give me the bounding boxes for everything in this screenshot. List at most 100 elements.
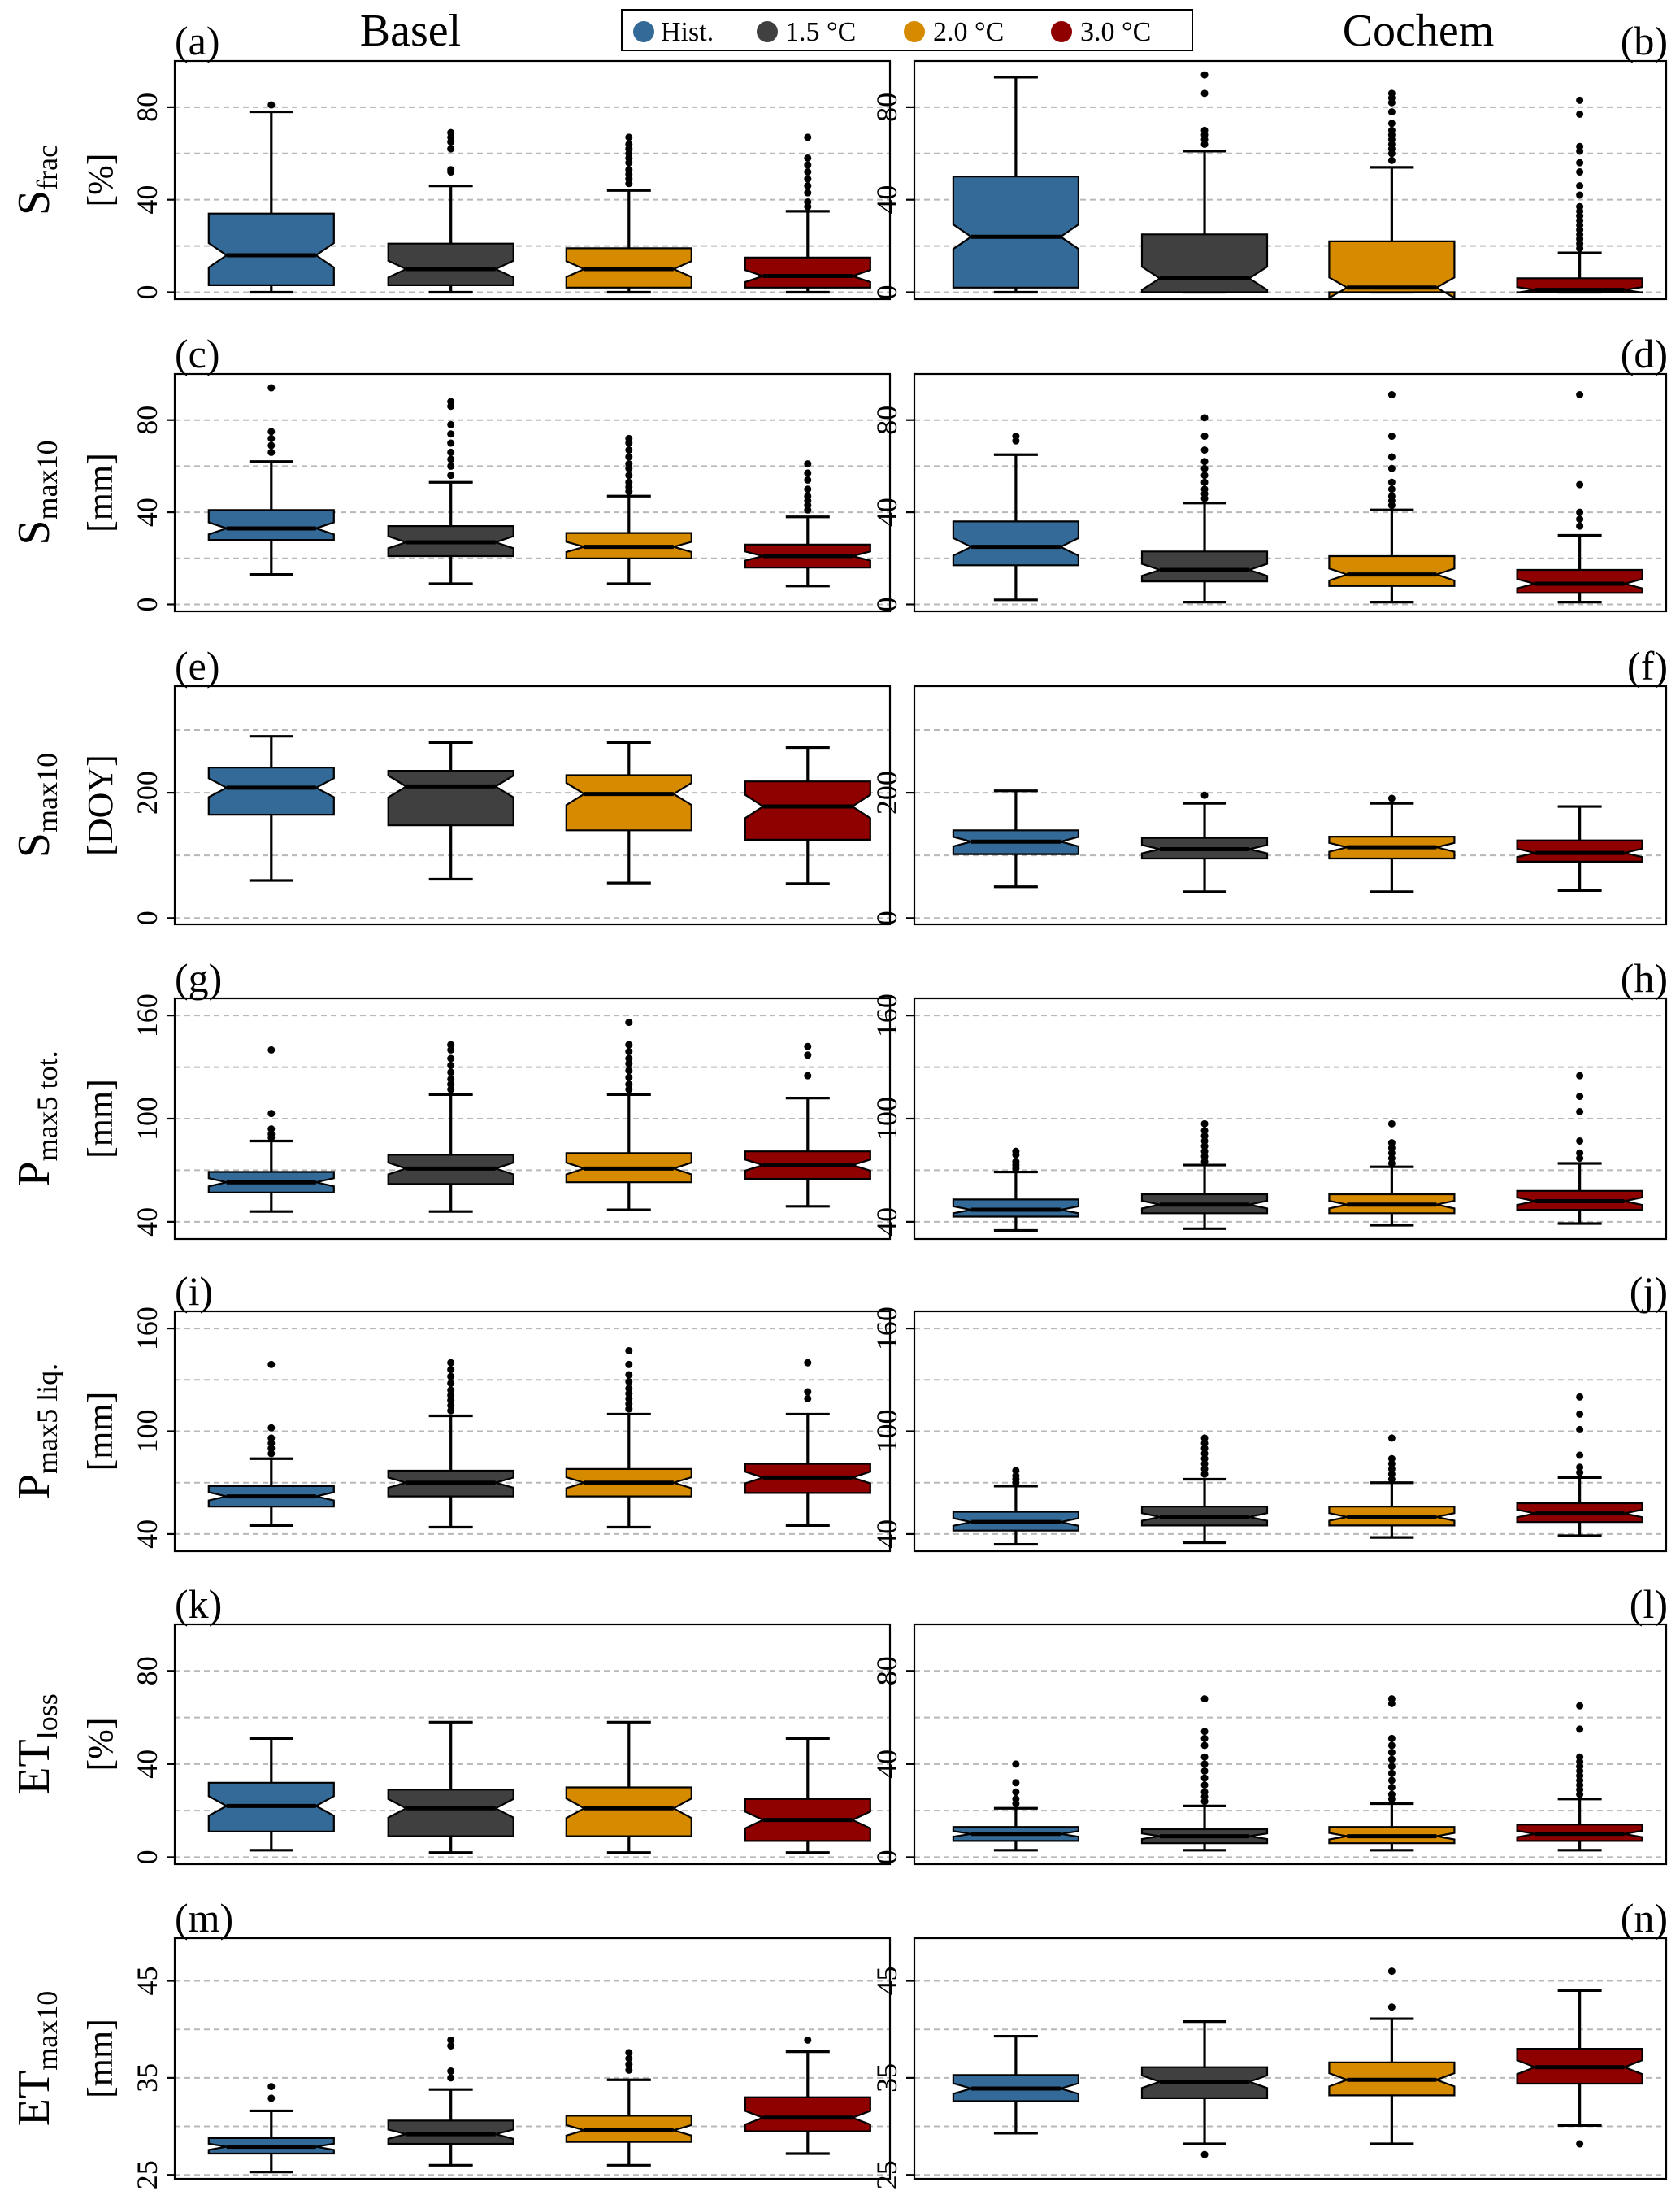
outlier-point [1200,433,1209,441]
outlier-point [447,455,455,463]
outlier-point [1387,126,1396,134]
outlier-point [1387,120,1396,128]
outlier-point [1387,1470,1396,1478]
outlier-point [1200,1767,1209,1775]
y-tick-label: 40 [870,185,903,215]
outlier-point [1200,1434,1209,1442]
y-unit-label: [mm] [80,1079,120,1159]
box-hist [207,384,335,576]
plot-frame [913,1937,1668,2180]
outlier-point [1576,480,1584,489]
outlier-point [1387,1967,1396,1976]
outlier-point [267,1110,276,1118]
box-body [952,176,1080,289]
box-2-0 [1328,1967,1456,2145]
y-tick-label: 45 [870,1967,903,1996]
box-hist [952,1147,1080,1232]
panel-h: 40 100 160 (h) [870,955,1668,1241]
legend-label-3-0: 3.0 °C [1080,17,1151,47]
panel-a: 0 40 80 (a) Sfrac [%] [9,18,892,301]
panel-label: (a) [175,18,220,63]
outlier-point [1387,794,1396,802]
outlier-point [1012,1472,1020,1480]
y-tick-label: 200 [131,771,163,815]
y-variable-symbol: ET [9,2071,59,2126]
plot-frame [173,1937,892,2180]
y-variable-label: Sfrac [9,145,63,215]
outlier-point [267,1046,276,1054]
outlier-point [1576,191,1584,199]
y-unit-label: [mm] [80,2019,120,2098]
y-tick-label: 0 [870,597,903,611]
box-2-0 [565,741,692,885]
outlier-point [267,2083,276,2091]
panels: 0 40 80 (a) Sfrac [%] 0 40 80 (b) 0 40 80 (c) Smax10 [m… [9,18,1668,2189]
outlier-point [267,101,276,109]
outlier-point [804,1388,812,1396]
y-variable-symbol: P [9,1474,59,1499]
outlier-point [1200,1454,1209,1463]
panel-label: (l) [1630,1581,1668,1627]
outlier-point [1200,478,1209,486]
outlier-point [625,1405,633,1413]
outlier-point [625,2049,633,2057]
outlier-point [625,1054,633,1063]
outlier-point [447,166,455,174]
outlier-point [447,1046,455,1054]
panel-label: (c) [175,331,220,376]
panel-label: (f) [1627,643,1668,689]
outlier-point [1576,96,1584,104]
box-2-0 [1328,794,1456,893]
y-tick-label: 80 [870,93,903,122]
outlier-point [1387,2003,1396,2011]
outlier-point [1387,492,1396,500]
y-variable-symbol: ET [9,1739,59,1794]
y-variable-subscript: max5 liq. [31,1363,63,1474]
outlier-point [1387,391,1396,399]
box-2-0 [565,1346,692,1529]
outlier-point [625,1346,633,1354]
outlier-point [804,1051,812,1059]
outlier-point [447,1041,455,1049]
outlier-point [1576,1149,1584,1157]
y-tick-label: 160 [131,993,163,1037]
outlier-point [625,1041,633,1049]
outlier-point [1200,1760,1209,1768]
outlier-point [447,145,455,153]
outlier-point [1387,1434,1396,1442]
outlier-point [804,189,812,197]
y-tick-label: 40 [131,1750,163,1779]
outlier-point [447,1061,455,1069]
outlier-point [1200,71,1209,79]
y-tick-label: 40 [131,1207,163,1237]
outlier-point [267,1445,276,1453]
box-3-0 [1516,1072,1643,1225]
outlier-point [1200,126,1209,134]
outlier-point [1012,433,1020,441]
y-tick-label: 25 [870,2160,903,2189]
outlier-point [267,448,276,456]
outlier-point [1576,1463,1584,1472]
box-2-0 [1328,1434,1456,1539]
y-unit-label: [mm] [80,1392,120,1472]
panel-label: (k) [175,1581,222,1627]
outlier-point [1576,1393,1584,1401]
box-3-0 [1516,1393,1643,1537]
outlier-point [267,1360,276,1368]
box-hist [207,1737,335,1852]
box-3-0 [1516,1702,1643,1852]
outlier-point [625,1085,633,1093]
outlier-point [1387,1741,1396,1750]
legend-label-hist: Hist. [661,17,714,47]
box-hist [952,2034,1080,2135]
outlier-point [1576,202,1584,211]
outlier-point [1200,89,1209,98]
outlier-point [1576,159,1584,167]
box-body [1328,554,1456,587]
box-body [207,767,335,816]
outlier-point [1387,1465,1396,1473]
box-hist [207,735,335,882]
outlier-point [1012,1779,1020,1787]
outlier-point [267,441,276,450]
